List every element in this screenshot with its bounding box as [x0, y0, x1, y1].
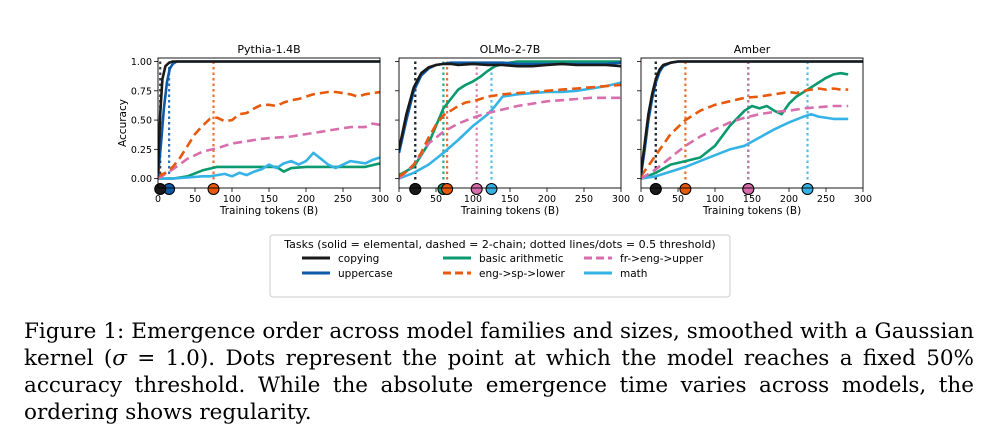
panel-pythia-1-4b: Pythia-1.4B 0.00 0.25 0.50 0.75 1.00 0 50 100 150… — [117, 43, 389, 217]
y-tick-label: 0.25 — [131, 145, 152, 156]
x-axis-label: Training tokens (B) — [219, 205, 318, 217]
legend-label: fr->eng->upper — [620, 253, 704, 265]
x-tick-label: 0 — [396, 194, 402, 205]
threshold-dot-eng-sp-lower — [679, 183, 692, 195]
threshold-dot-math — [485, 183, 498, 195]
legend-entry-basic-arithmetic: basic arithmetic — [443, 253, 564, 265]
x-tick-label: 300 — [371, 194, 389, 205]
legend-entry-copying: copying — [302, 253, 379, 265]
x-tick-label: 300 — [854, 194, 872, 205]
series-line-uppercase — [158, 60, 380, 177]
x-tick-label: 250 — [817, 194, 835, 205]
legend-label: copying — [338, 253, 379, 265]
series-line-math — [158, 151, 380, 180]
series-line-fr-eng-upper — [641, 104, 849, 180]
legend-label: eng->sp->lower — [479, 268, 565, 280]
series-line-fr-eng-upper — [158, 122, 380, 180]
legend-entry-uppercase: uppercase — [302, 268, 393, 280]
figure-caption: Figure 1: Emergence order across model f… — [24, 318, 974, 426]
plot-frame — [398, 57, 622, 189]
x-tick-label: 100 — [706, 194, 724, 205]
series-line-basic-arithmetic — [641, 71, 849, 180]
series-line-fr-eng-upper — [399, 96, 621, 180]
x-tick-label: 0 — [155, 194, 161, 205]
series-line-basic-arithmetic — [399, 60, 621, 177]
threshold-dot-copying — [649, 183, 662, 195]
series-line-math — [399, 81, 621, 180]
x-tick-label: 50 — [672, 194, 684, 205]
series-line-math — [641, 112, 849, 180]
legend-label: basic arithmetic — [479, 253, 564, 265]
threshold-dot-math — [801, 183, 814, 195]
x-tick-label: 200 — [297, 194, 315, 205]
threshold-dot-fr-eng-upper — [742, 183, 755, 195]
series-line-copying — [641, 60, 863, 173]
x-tick-label: 100 — [464, 194, 482, 205]
threshold-dot-fr-eng-upper — [470, 183, 483, 195]
threshold-dot-copying — [409, 183, 422, 195]
x-tick-label: 150 — [260, 194, 278, 205]
plot-frame — [640, 57, 864, 189]
x-tick-label: 0 — [638, 194, 644, 205]
legend-frame — [269, 234, 731, 298]
panel-amber: Amber 0 50 100 150 200 250 300 Training tokens (… — [637, 43, 872, 217]
threshold-dot-eng-sp-lower — [441, 183, 454, 195]
y-axis-label: Accuracy — [117, 99, 129, 147]
y-tick-label: 1.00 — [131, 57, 152, 68]
x-tick-label: 150 — [743, 194, 761, 205]
x-tick-label: 50 — [189, 194, 201, 205]
x-axis-label: Training tokens (B) — [460, 205, 559, 217]
x-tick-label: 300 — [612, 194, 630, 205]
panel-olmo-2-7b: OLMo-2-7B 0 50 100 150 200 250 300 Training toke… — [395, 43, 630, 217]
x-tick-label: 200 — [538, 194, 556, 205]
series-line-eng-sp-lower — [158, 90, 380, 178]
legend-entry-math: math — [584, 268, 647, 280]
legend-entry-fr-eng-upper: fr->eng->upper — [584, 253, 704, 265]
legend-title: Tasks (solid = elemental, dashed = 2-cha… — [283, 238, 715, 251]
x-axis-label: Training tokens (B) — [702, 205, 801, 217]
panel-title: OLMo-2-7B — [480, 43, 541, 56]
x-tick-label: 150 — [501, 194, 519, 205]
series-line-uppercase — [399, 61, 621, 154]
x-tick-label: 200 — [780, 194, 798, 205]
y-tick-label: 0.50 — [131, 116, 152, 127]
caption-sigma: σ — [112, 346, 127, 371]
figure: Pythia-1.4B 0.00 0.25 0.50 0.75 1.00 0 50 100 150… — [117, 43, 872, 298]
legend: Tasks (solid = elemental, dashed = 2-cha… — [269, 234, 731, 298]
x-tick-label: 250 — [575, 194, 593, 205]
caption-prefix: Figure 1: Emergence order across model f… — [24, 319, 974, 371]
threshold-dot-eng-sp-lower — [207, 183, 220, 195]
series-line-eng-sp-lower — [641, 87, 849, 178]
threshold-dot-copying — [154, 183, 167, 195]
panel-title: Amber — [734, 43, 771, 56]
y-tick-label: 0.00 — [131, 174, 152, 185]
caption-equals: = 1.0 — [126, 346, 200, 371]
legend-label: uppercase — [338, 268, 393, 280]
x-tick-label: 100 — [223, 194, 241, 205]
legend-label: math — [620, 268, 647, 280]
x-tick-label: 50 — [430, 194, 442, 205]
plot-frame — [157, 57, 381, 189]
y-tick-label: 0.75 — [131, 86, 152, 97]
x-tick-label: 250 — [334, 194, 352, 205]
series-line-copying — [158, 60, 380, 173]
caption-suffix: ). Dots represent the point at which the… — [24, 346, 974, 425]
legend-entry-eng-sp-lower: eng->sp->lower — [443, 268, 565, 280]
series-line-eng-sp-lower — [399, 83, 621, 178]
panel-title: Pythia-1.4B — [237, 43, 300, 56]
series-line-copying — [399, 62, 621, 150]
